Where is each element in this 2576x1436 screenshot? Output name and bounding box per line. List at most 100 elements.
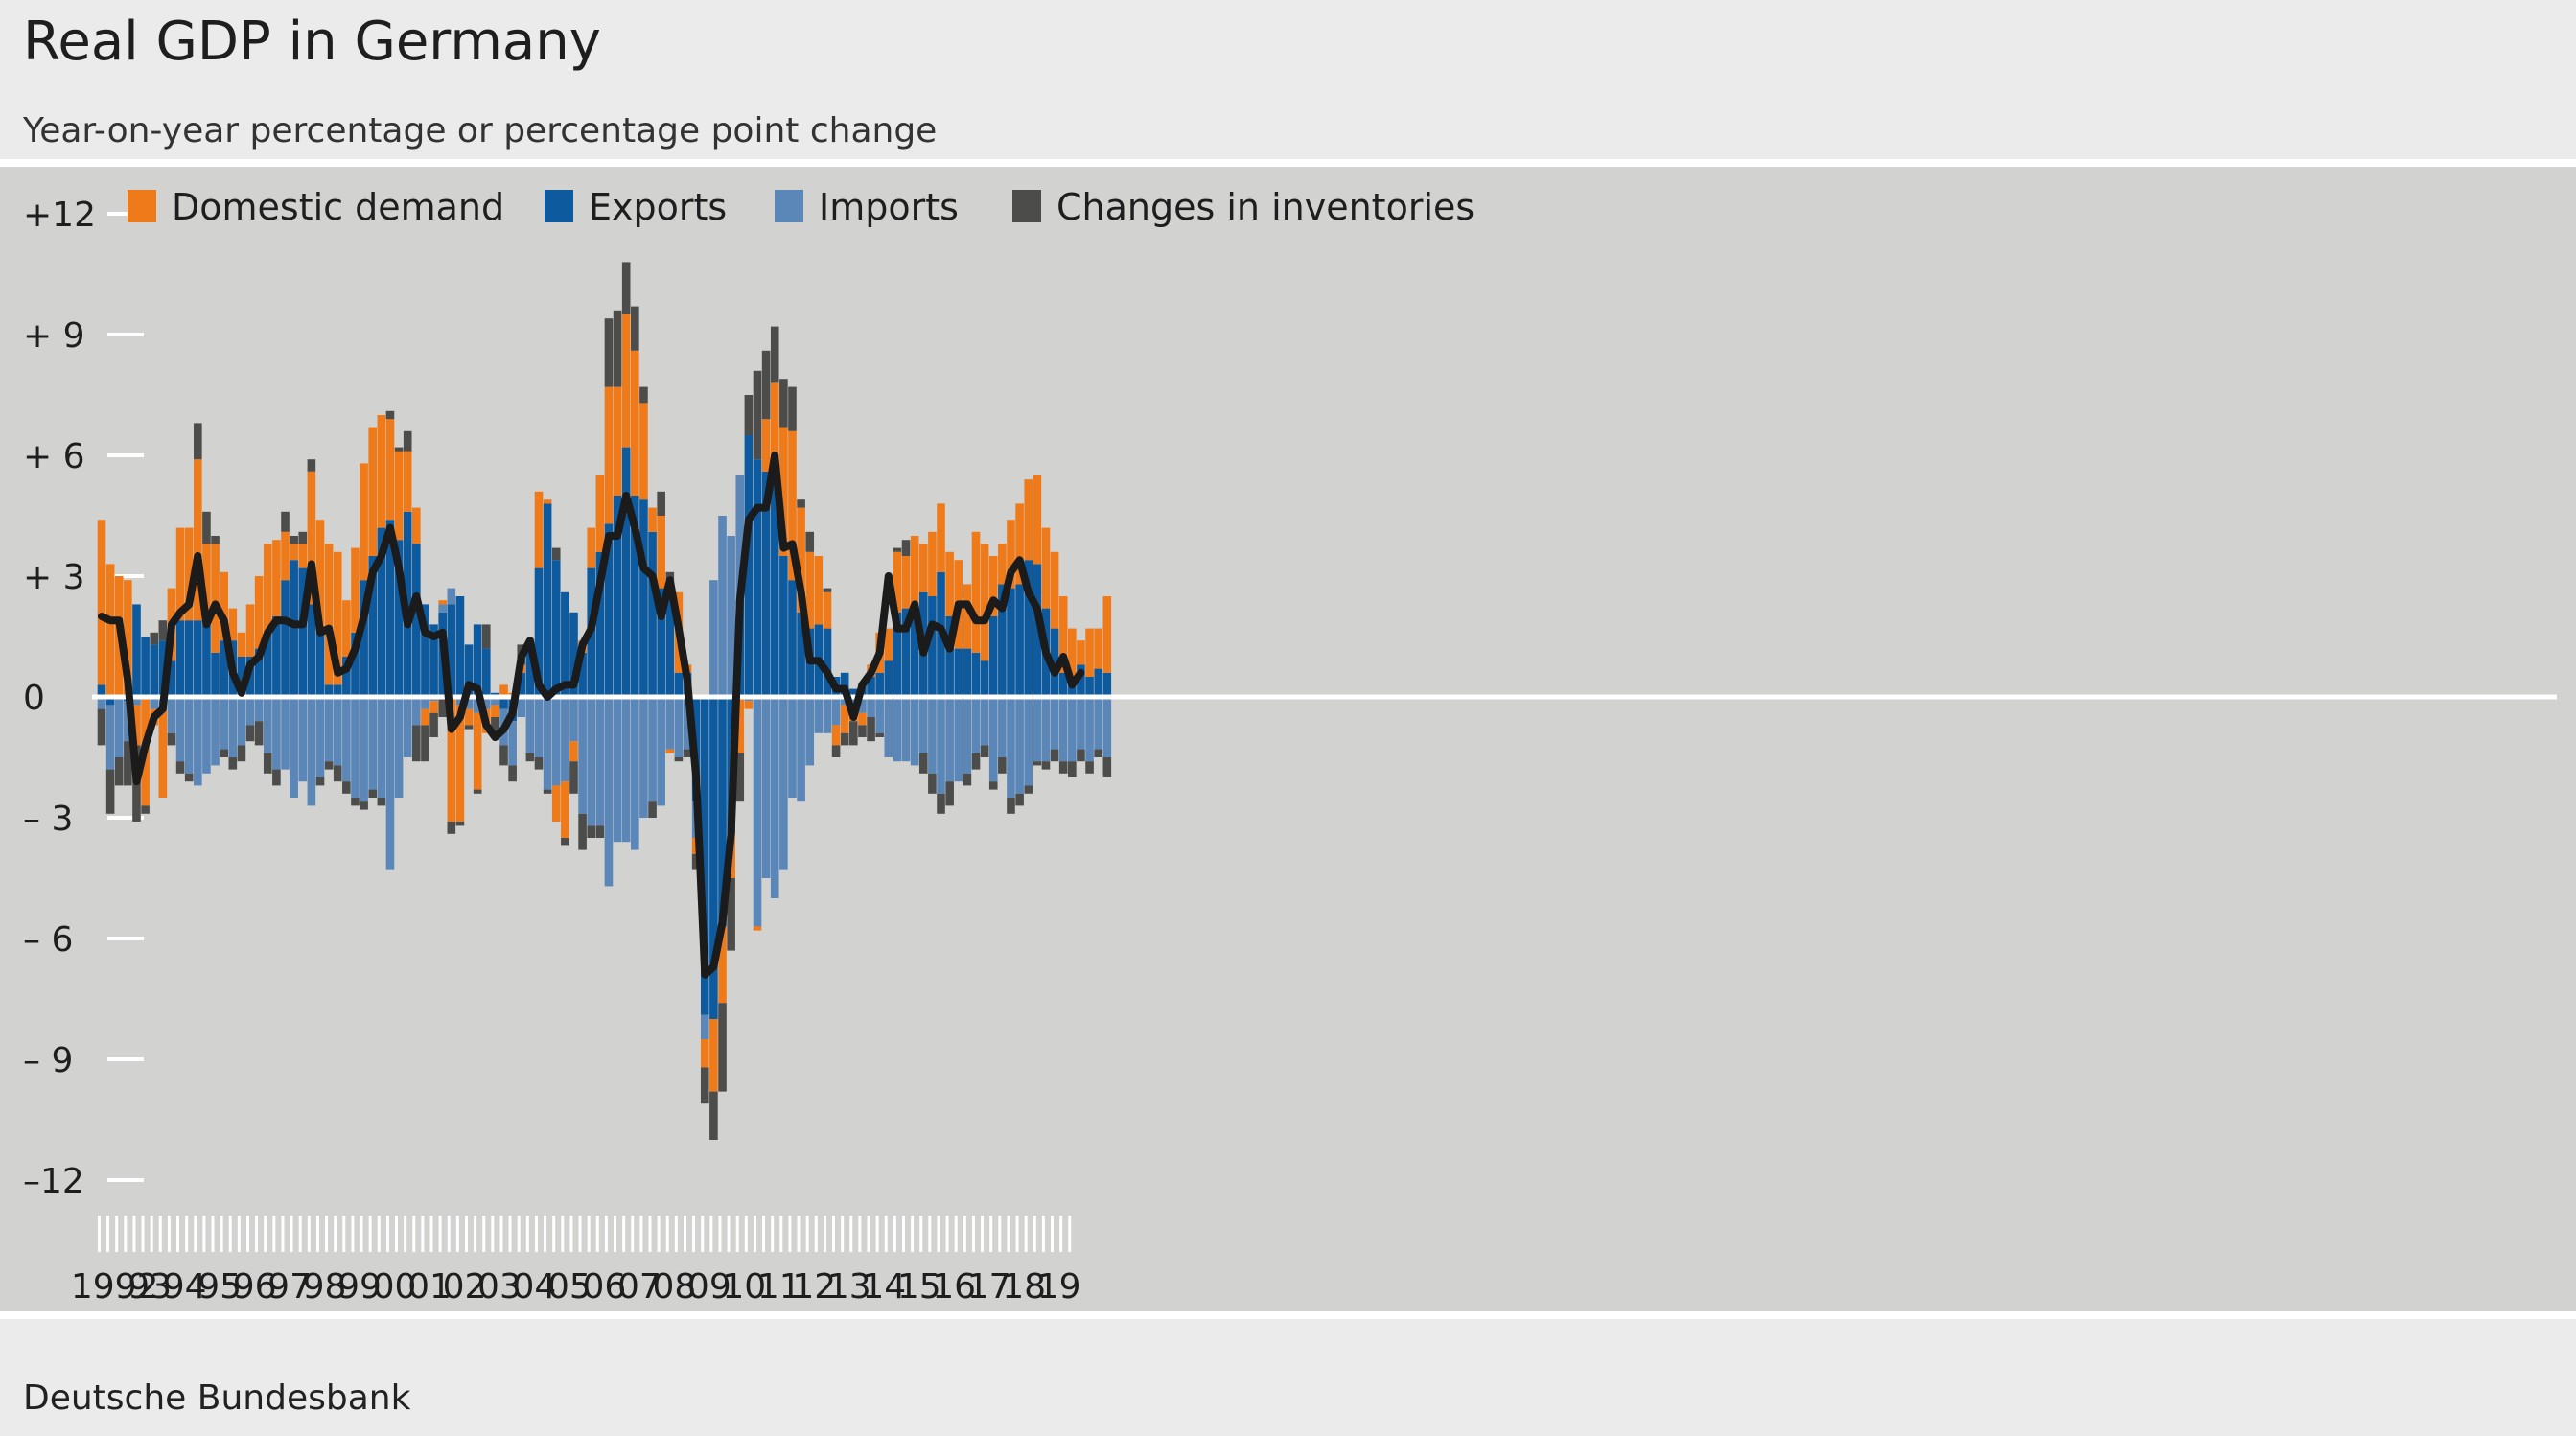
domestic-demand-bar: [1068, 628, 1077, 677]
inventories-bar: [499, 745, 508, 766]
domestic-demand-bar: [858, 712, 867, 726]
imports-bar: [342, 697, 351, 782]
x-year-label: 18: [1002, 1267, 1046, 1307]
domestic-demand-bar: [254, 576, 264, 649]
domestic-demand-bar: [988, 556, 998, 616]
inventories-bar: [551, 547, 561, 561]
inventories-bar: [1024, 785, 1033, 794]
inventories-bar: [805, 531, 815, 552]
inventories-bar: [595, 825, 605, 838]
inventories-bar: [543, 789, 552, 794]
exports-bar: [1077, 664, 1085, 697]
domestic-demand-bar: [1085, 628, 1094, 677]
x-year-label: 17: [967, 1267, 1011, 1307]
imports-bar: [1041, 697, 1051, 762]
inventories-bar: [421, 725, 429, 762]
domestic-demand-bar: [97, 520, 106, 685]
inventories-bar: [980, 745, 989, 757]
imports-bar: [534, 697, 544, 757]
x-year-label: 19: [1037, 1267, 1081, 1307]
imports-bar: [1007, 697, 1015, 798]
imports-bar: [770, 697, 779, 898]
domestic-demand-bar: [1094, 628, 1102, 669]
inventories-bar: [97, 708, 106, 746]
exports-bar: [211, 652, 220, 697]
exports-bar: [220, 640, 228, 697]
chart-subtitle: Year-on-year percentage or percentage po…: [22, 111, 937, 151]
exports-bar: [1007, 588, 1015, 697]
inventories-bar: [657, 491, 665, 516]
domestic-demand-bar: [315, 520, 325, 633]
inventories-bar: [324, 761, 334, 770]
exports-bar: [184, 620, 194, 697]
imports-bar: [814, 697, 824, 733]
exports-bar: [823, 628, 832, 697]
domestic-demand-bar: [840, 705, 849, 733]
inventories-bar: [937, 793, 945, 814]
domestic-demand-bar: [1033, 475, 1042, 565]
domestic-demand-bar: [918, 544, 928, 592]
domestic-demand-bar: [158, 708, 168, 798]
domestic-demand-bar: [604, 386, 614, 524]
domestic-demand-bar: [1058, 596, 1068, 673]
y-tick-label: + 9: [23, 316, 85, 356]
exports-bar: [1024, 560, 1033, 697]
imports-bar: [211, 697, 220, 766]
chart-title: Real GDP in Germany: [23, 11, 601, 73]
inventories-bar: [761, 350, 771, 420]
inventories-bar: [971, 753, 981, 770]
exports-bar: [377, 527, 386, 697]
imports-bar: [254, 697, 264, 722]
imports-bar: [368, 697, 378, 790]
exports-bar: [665, 596, 675, 697]
exports-bar: [298, 567, 308, 697]
imports-bar: [665, 697, 675, 750]
exports-bar: [1050, 628, 1059, 697]
inventories-bar: [394, 447, 404, 452]
inventories-bar: [429, 712, 438, 737]
domestic-demand-bar: [307, 471, 316, 605]
domestic-demand-bar: [665, 749, 675, 753]
inventories-bar: [648, 801, 657, 818]
inventories-bar: [290, 536, 298, 544]
y-tick-label: + 6: [23, 437, 85, 476]
domestic-demand-bar: [621, 314, 631, 448]
top-rule: [0, 159, 2576, 167]
exports-bar: [613, 496, 622, 697]
imports-bar: [184, 697, 194, 774]
inventories-bar: [604, 318, 614, 387]
y-tick-label: – 9: [23, 1041, 73, 1080]
domestic-demand-bar: [963, 584, 972, 649]
exports-bar: [998, 584, 1007, 697]
imports-bar: [1050, 697, 1059, 750]
x-axis: 1992939495969798990001020304050607080910…: [71, 1216, 1081, 1307]
inventories-bar: [823, 588, 832, 592]
exports-bar: [194, 620, 202, 697]
domestic-demand-bar: [491, 705, 499, 717]
imports-bar: [1068, 697, 1077, 762]
exports-bar: [884, 660, 893, 697]
inventories-bar: [237, 745, 246, 762]
imports-bar: [394, 697, 404, 798]
imports-bar: [455, 697, 465, 706]
imports-bar: [385, 697, 395, 870]
imports-bar: [797, 697, 805, 802]
imports-bar: [918, 697, 928, 753]
domestic-demand-bar: [648, 507, 657, 532]
domestic-demand-bar: [884, 628, 893, 661]
inventories-bar: [561, 838, 569, 846]
domestic-demand-bar: [779, 427, 788, 556]
domestic-demand-bar: [587, 527, 596, 568]
source-label: Deutsche Bundesbank: [23, 1378, 411, 1418]
inventories-bar: [150, 632, 159, 645]
legend-label: Exports: [589, 186, 727, 228]
inventories-bar: [700, 1067, 709, 1104]
inventories-bar: [988, 781, 998, 790]
inventories-bar: [840, 732, 849, 746]
domestic-demand-bar: [595, 475, 605, 552]
imports-bar: [194, 697, 202, 786]
imports-bar: [132, 697, 141, 706]
inventories-bar: [831, 745, 841, 757]
domestic-demand-bar: [499, 684, 508, 697]
inventories-bar: [1050, 749, 1059, 762]
